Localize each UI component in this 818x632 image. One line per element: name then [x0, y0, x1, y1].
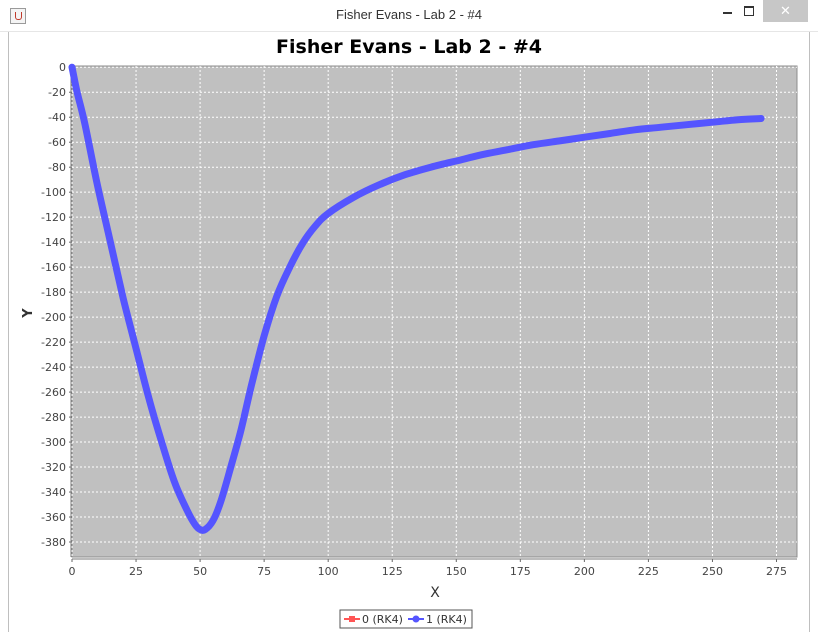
x-tick-label: 125	[382, 565, 403, 578]
x-axis: 0 25 50 75 100 125 150 175 200 225 250 275	[69, 558, 797, 578]
window-title: Fisher Evans - Lab 2 - #4	[336, 7, 482, 22]
minimize-icon	[722, 12, 732, 14]
x-tick-label: 25	[129, 565, 143, 578]
x-axis-label: X	[430, 585, 440, 601]
java-icon[interactable]	[10, 8, 26, 24]
close-button[interactable]: ✕	[763, 0, 808, 22]
y-tick-label: -260	[41, 386, 66, 399]
y-tick-label: -160	[41, 261, 66, 274]
series-line-1	[68, 63, 765, 534]
y-tick-label: 0	[59, 61, 66, 74]
y-tick-label: -340	[41, 486, 66, 499]
y-tick-label: -60	[48, 136, 66, 149]
y-tick-label: -140	[41, 236, 66, 249]
x-tick-label: 100	[318, 565, 339, 578]
x-tick-label: 0	[69, 565, 76, 578]
y-tick-label: -120	[41, 211, 66, 224]
y-axis: 0 -20 -40 -60 -80 -100 -120 -140 -160 -180 -200 -22…	[41, 61, 72, 557]
legend-label: 1 (RK4)	[426, 613, 467, 626]
maximize-icon	[744, 6, 754, 16]
x-tick-label: 200	[574, 565, 595, 578]
y-tick-label: -240	[41, 361, 66, 374]
minimize-button[interactable]	[712, 0, 742, 22]
title-bar[interactable]: Fisher Evans - Lab 2 - #4 ✕	[0, 0, 818, 32]
x-tick-label: 275	[766, 565, 787, 578]
legend-box	[339, 609, 473, 629]
y-tick-label: -100	[41, 186, 66, 199]
y-tick-label: -380	[41, 536, 66, 549]
grid-lines	[71, 66, 797, 557]
y-axis-label: Y	[21, 308, 36, 319]
series-layer	[68, 63, 765, 534]
x-tick-label: 225	[638, 565, 659, 578]
maximize-button[interactable]	[734, 0, 764, 22]
y-tick-label: -220	[41, 336, 66, 349]
x-tick-label: 250	[702, 565, 723, 578]
chart-title: Fisher Evans - Lab 2 - #4	[276, 36, 542, 58]
close-icon: ✕	[780, 3, 791, 19]
y-tick-label: -40	[48, 111, 66, 124]
legend-marker-circle	[412, 615, 420, 623]
y-tick-label: -280	[41, 411, 66, 424]
plot-area	[71, 65, 798, 558]
x-tick-label: 50	[193, 565, 207, 578]
legend: 0 (RK4) 1 (RK4)	[339, 609, 473, 629]
y-tick-label: -360	[41, 511, 66, 524]
legend-marker-square	[349, 616, 355, 622]
y-tick-label: -180	[41, 286, 66, 299]
y-tick-label: -20	[48, 86, 66, 99]
y-tick-label: -200	[41, 311, 66, 324]
legend-label: 0 (RK4)	[362, 613, 403, 626]
x-tick-label: 175	[510, 565, 531, 578]
y-tick-label: -300	[41, 436, 66, 449]
x-tick-label: 75	[257, 565, 271, 578]
x-tick-label: 150	[446, 565, 467, 578]
y-tick-label: -320	[41, 461, 66, 474]
y-tick-label: -80	[48, 161, 66, 174]
